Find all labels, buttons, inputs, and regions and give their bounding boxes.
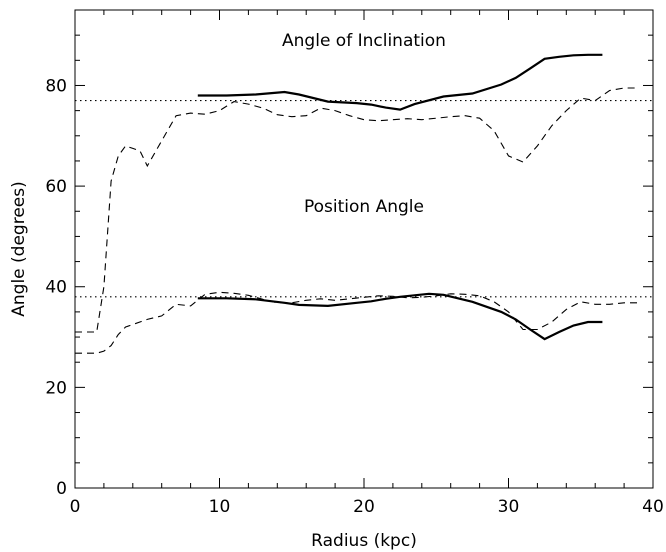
chart-annotations: Angle of Inclination Position Angle xyxy=(282,31,446,217)
axis-tick-labels: 0 10 20 30 40 0 20 40 60 80 xyxy=(45,76,663,517)
annotation-label: Position Angle xyxy=(304,197,424,217)
plot-frame xyxy=(74,9,654,489)
plot-area xyxy=(75,53,653,354)
solid-series-line xyxy=(197,53,603,111)
y-tick-label: 0 xyxy=(56,479,67,499)
annotation-label: Angle of Inclination xyxy=(282,31,446,51)
axis-ticks xyxy=(74,10,654,489)
dashed-series-line xyxy=(75,87,639,333)
dashed-series-line xyxy=(75,291,639,354)
y-tick-label: 20 xyxy=(45,378,67,398)
x-axis-label: Radius (kpc) xyxy=(311,531,417,551)
x-tick-label: 40 xyxy=(642,497,664,517)
y-tick-label: 80 xyxy=(45,76,67,96)
y-axis-label: Angle (degrees) xyxy=(9,181,29,316)
solid-series-line xyxy=(197,292,603,341)
x-tick-label: 30 xyxy=(498,497,520,517)
x-tick-label: 20 xyxy=(353,497,375,517)
y-tick-label: 60 xyxy=(45,177,67,197)
y-tick-label: 40 xyxy=(45,278,67,298)
x-tick-label: 10 xyxy=(209,497,231,517)
x-tick-label: 0 xyxy=(70,497,81,517)
